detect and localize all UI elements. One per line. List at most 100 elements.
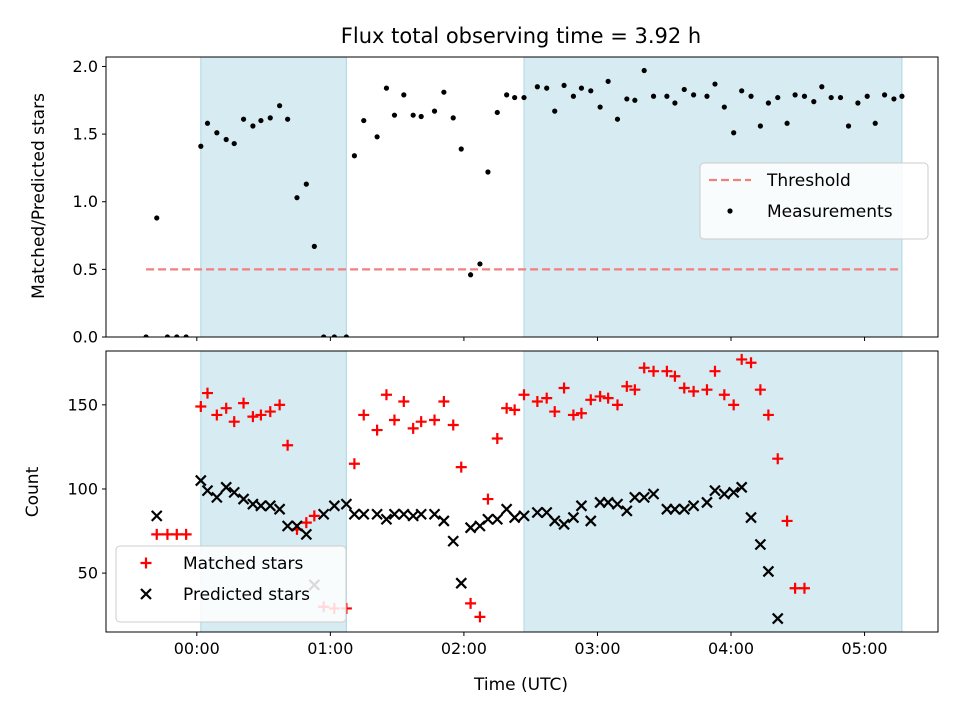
measurement-point <box>704 93 710 99</box>
matched-stars-point <box>789 582 801 594</box>
matched-stars-point <box>549 406 561 418</box>
measurement-point <box>351 153 357 159</box>
measurement-point <box>521 94 527 101</box>
measurement-point <box>183 334 189 337</box>
measurement-point <box>267 115 273 121</box>
matched-stars-point <box>371 424 383 436</box>
matched-stars-point <box>465 597 477 609</box>
measurement-point <box>632 97 638 103</box>
matched-stars-point <box>438 395 450 407</box>
measurement-point <box>467 272 474 278</box>
predicted-stars-point <box>647 488 660 500</box>
predicted-stars-point <box>220 481 232 494</box>
predicted-stars-point <box>380 513 393 526</box>
top-panel: 0.0 0.5 1.0 1.5 2.0 Threshold Measurements <box>73 56 939 347</box>
matched-stars-point <box>798 582 810 594</box>
legend-label: Threshold <box>766 171 851 191</box>
legend-matched-swatch <box>140 557 152 569</box>
matched-stars-point <box>701 384 713 396</box>
matched-stars-point <box>171 528 183 540</box>
measurement-point <box>650 93 657 99</box>
measurement-point <box>828 94 834 101</box>
measurement-point <box>552 108 558 114</box>
matched-stars-point <box>567 409 579 421</box>
measurement-point <box>811 99 817 105</box>
matched-stars-point <box>308 510 320 522</box>
predicted-stars-point <box>300 528 313 541</box>
matched-stars-point <box>455 461 467 473</box>
x-tick-label: 02:00 <box>441 639 487 658</box>
y-tick-label: 2.0 <box>73 57 98 76</box>
predicted-stars-point <box>508 511 521 524</box>
matched-stars-point <box>728 399 740 411</box>
y-tick-label: 50 <box>78 564 98 583</box>
predicted-stars-point <box>255 500 267 512</box>
predicted-stars-point <box>328 500 341 512</box>
measurement-point <box>383 85 390 91</box>
y-axis-label-bottom: Count <box>23 466 43 517</box>
matched-stars-point <box>482 493 494 505</box>
measurement-point <box>757 123 763 129</box>
predicted-stars-point <box>558 518 570 531</box>
predicted-stars-point <box>428 508 441 520</box>
predicted-stars-point <box>735 481 748 494</box>
matched-stars-point <box>358 409 370 421</box>
matched-stars-point <box>220 402 232 414</box>
measurement-point <box>765 100 771 106</box>
measurement-point <box>441 89 447 95</box>
matched-stars-point <box>228 416 240 428</box>
measurement-point <box>614 116 621 122</box>
predicted-stars-point <box>727 486 740 499</box>
measurement-point <box>819 84 825 90</box>
predicted-stars-point <box>388 508 401 520</box>
predicted-stars-point <box>762 565 775 578</box>
predicted-stars-point <box>371 508 383 520</box>
matched-stars-point <box>736 353 748 365</box>
predicted-stars-point <box>531 506 544 519</box>
measurement-point <box>198 143 204 149</box>
matched-stars-point <box>429 414 441 426</box>
matched-stars-point <box>264 406 276 418</box>
measurement-point <box>672 100 678 106</box>
matched-stars-point <box>195 401 207 413</box>
matched-stars-point <box>611 399 623 411</box>
measurement-point <box>231 140 237 147</box>
measurement-point <box>845 123 852 129</box>
matched-stars-point <box>274 399 286 411</box>
matched-stars-point <box>754 384 766 396</box>
measurement-point <box>891 96 897 102</box>
measurement-point <box>570 93 577 99</box>
measurement-point <box>240 116 247 122</box>
matched-stars-point <box>688 385 700 397</box>
measurement-point <box>681 86 687 93</box>
predicted-stars-point <box>415 508 427 520</box>
measurement-point <box>154 215 160 221</box>
predicted-stars-point <box>482 513 494 526</box>
measurement-point <box>578 85 585 91</box>
measurement-point <box>164 334 171 337</box>
measurement-point <box>504 92 510 98</box>
measurement-point <box>401 92 407 98</box>
predicted-stars-point <box>584 515 597 527</box>
matched-stars-point <box>781 515 793 527</box>
matched-stars-point <box>669 370 681 382</box>
matched-stars-point <box>709 365 721 377</box>
predicted-stars-point <box>629 491 641 504</box>
measurement-point <box>691 92 697 98</box>
axes-frame <box>105 350 939 633</box>
predicted-stars-point <box>340 498 353 510</box>
measurement-point <box>624 96 630 102</box>
measurement-point <box>477 261 483 267</box>
measurement-point <box>410 112 416 118</box>
matched-stars-point <box>638 362 650 374</box>
x-axis-label: Time (UTC) <box>473 675 568 695</box>
predicted-stars-point <box>687 500 700 512</box>
predicted-stars-point <box>567 511 580 524</box>
measurement-point <box>343 334 349 337</box>
matched-stars-point <box>509 404 521 416</box>
x-tick-label: 03:00 <box>574 639 620 658</box>
x-tick-label: 01:00 <box>307 639 353 658</box>
predicted-stars-point <box>447 535 460 547</box>
predicted-stars-point <box>211 491 223 504</box>
predicted-stars-point <box>754 538 767 551</box>
